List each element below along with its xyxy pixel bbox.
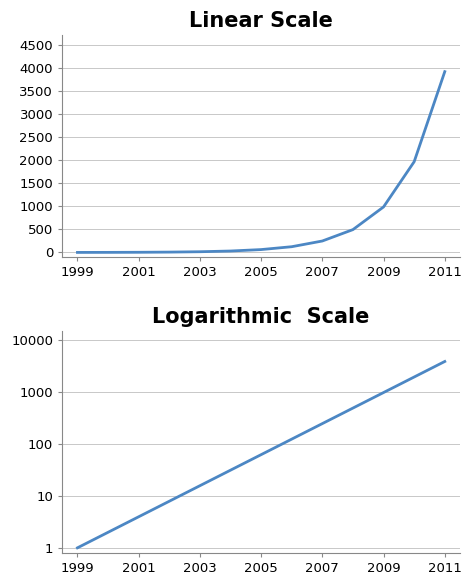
Title: Linear Scale: Linear Scale <box>189 11 333 31</box>
Title: Logarithmic  Scale: Logarithmic Scale <box>153 307 370 327</box>
